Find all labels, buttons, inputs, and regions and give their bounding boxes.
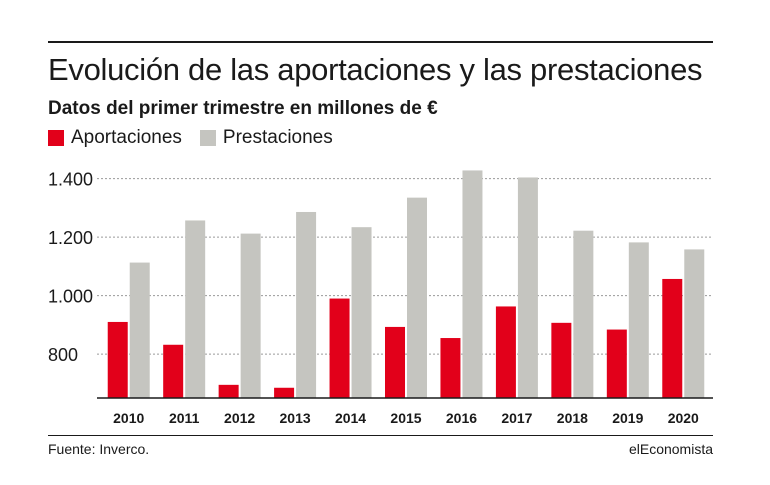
y-tick-label: 1.000 bbox=[48, 287, 93, 307]
bar-aportaciones bbox=[662, 278, 683, 398]
bar-prestaciones bbox=[517, 177, 538, 398]
y-tick-label: 1.200 bbox=[48, 228, 93, 248]
bar-prestaciones bbox=[628, 242, 649, 398]
bar-aportaciones bbox=[163, 344, 184, 398]
bar-prestaciones bbox=[129, 262, 150, 398]
x-tick-label: 2016 bbox=[446, 410, 477, 426]
bar-prestaciones bbox=[462, 170, 483, 398]
bar-aportaciones bbox=[606, 329, 627, 398]
bar-prestaciones bbox=[240, 233, 261, 398]
y-tick-label: 1.400 bbox=[48, 170, 93, 190]
y-tick-label: 800 bbox=[48, 345, 78, 365]
x-tick-label: 2018 bbox=[557, 410, 588, 426]
bottom-rule bbox=[48, 435, 713, 436]
x-tick-label: 2020 bbox=[668, 410, 699, 426]
bar-prestaciones bbox=[684, 249, 705, 398]
bar-aportaciones bbox=[385, 326, 405, 398]
x-tick-label: 2012 bbox=[224, 410, 255, 426]
bar-aportaciones bbox=[551, 322, 572, 398]
legend: Aportaciones Prestaciones bbox=[48, 127, 351, 149]
legend-label-aportaciones: Aportaciones bbox=[71, 127, 182, 148]
bar-aportaciones bbox=[274, 387, 295, 398]
brand-name: elEconomista bbox=[628, 441, 713, 457]
chart-subtitle: Datos del primer trimestre en millones d… bbox=[48, 98, 438, 119]
x-tick-label: 2011 bbox=[169, 410, 200, 426]
bar-prestaciones bbox=[407, 197, 427, 398]
legend-swatch-aportaciones bbox=[48, 130, 64, 146]
bar-prestaciones bbox=[296, 211, 317, 398]
x-tick-label: 2014 bbox=[335, 410, 366, 426]
x-tick-label: 2010 bbox=[113, 410, 144, 426]
legend-label-prestaciones: Prestaciones bbox=[222, 127, 333, 148]
top-rule bbox=[48, 41, 713, 43]
source-note: Fuente: Inverco. bbox=[48, 441, 150, 457]
bar-prestaciones bbox=[351, 227, 372, 398]
bar-aportaciones bbox=[495, 306, 516, 398]
legend-item-prestaciones: Prestaciones bbox=[199, 127, 333, 149]
bar-prestaciones bbox=[573, 230, 594, 398]
x-tick-label: 2015 bbox=[390, 410, 421, 426]
bar-aportaciones bbox=[329, 298, 350, 398]
legend-swatch-prestaciones bbox=[199, 130, 216, 146]
chart-title: Evolución de las aportaciones y las pres… bbox=[48, 52, 703, 87]
x-tick-label: 2017 bbox=[501, 410, 532, 426]
legend-item-aportaciones: Aportaciones bbox=[48, 127, 182, 149]
bar-aportaciones bbox=[218, 384, 239, 398]
bar-prestaciones bbox=[185, 220, 206, 398]
bar-aportaciones bbox=[107, 321, 128, 398]
bar-aportaciones bbox=[440, 338, 461, 398]
x-tick-label: 2013 bbox=[280, 410, 311, 426]
x-tick-label: 2019 bbox=[612, 410, 643, 426]
